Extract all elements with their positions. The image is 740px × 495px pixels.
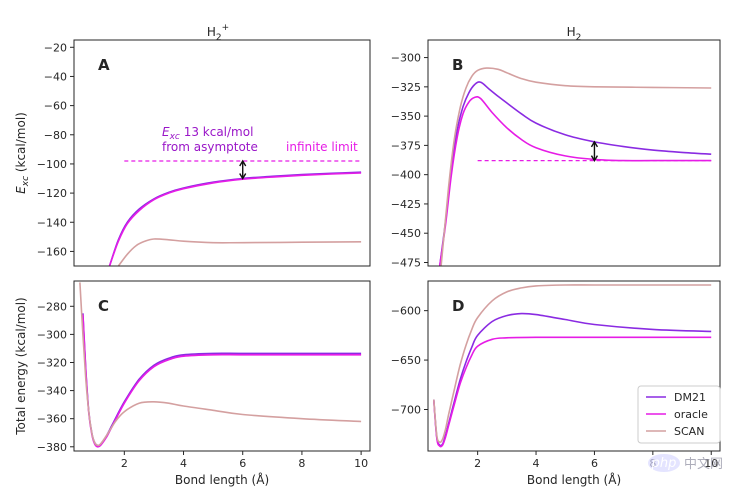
legend-box — [637, 385, 721, 444]
x-tick-label: 8 — [298, 457, 305, 470]
y-tick-label: −700 — [391, 403, 421, 416]
panel-c: −380 −360 −340 −320 −300 −280 2 4 6 8 10 C Bond leng… — [14, 280, 371, 487]
y-tick-label: −650 — [391, 354, 421, 367]
y-tick-label: −280 — [37, 300, 67, 313]
x-axis-label: Bond length (Å) — [527, 472, 621, 487]
column-title-left: H2+ — [207, 23, 229, 43]
series-line-oracle — [82, 314, 362, 448]
panel-letter: D — [452, 297, 464, 315]
y-tick-label: −600 — [391, 305, 421, 318]
x-tick-label: 2 — [474, 457, 481, 470]
y-tick-label: −375 — [391, 139, 421, 152]
y-axis-label: Exc (kcal/mol) — [14, 112, 31, 194]
x-tick-label: 4 — [533, 457, 540, 470]
y-tick-label: −325 — [391, 81, 421, 94]
column-title-right: H2 — [567, 25, 582, 43]
plot-frame — [427, 280, 721, 452]
legend-label-dm21: DM21 — [674, 391, 706, 404]
series-line-scan — [79, 282, 362, 447]
legend: DM21 oracle SCAN — [637, 385, 721, 444]
y-tick-label: −140 — [37, 216, 67, 229]
y-tick-label: −350 — [391, 110, 421, 123]
y-tick-label: −80 — [44, 129, 67, 142]
y-tick-label: −340 — [37, 385, 67, 398]
series-group — [433, 284, 712, 448]
series-line-scan — [440, 67, 712, 266]
annotation-from-asymptote: from asymptote — [162, 140, 258, 154]
y-tick-label: −425 — [391, 198, 421, 211]
panel-letter: A — [98, 56, 110, 74]
x-tick-label: 6 — [591, 457, 598, 470]
arrow-head-top — [239, 159, 247, 167]
y-tick-label: −20 — [44, 41, 67, 54]
panel-a: −160 −140 −120 −100 −80 −60 −40 −20 A Exc (kcal/m… — [14, 39, 371, 267]
plot-frame — [73, 280, 371, 452]
watermark-logo-text: php — [651, 456, 677, 471]
y-tick-label: −380 — [37, 441, 67, 454]
y-tick-label: −160 — [37, 245, 67, 258]
arrow-head-bottom — [590, 155, 599, 162]
plot-frame — [427, 39, 721, 267]
y-tick-label: −320 — [37, 356, 67, 369]
series-group — [108, 160, 362, 266]
watermark: php 中文网 — [648, 454, 723, 472]
y-tick-label: −40 — [44, 70, 67, 83]
x-axis-label: Bond length (Å) — [175, 472, 269, 487]
x-tick-label: 10 — [704, 457, 718, 470]
series-line-oracle — [433, 336, 712, 448]
y-tick-label: −300 — [391, 52, 421, 65]
y-tick-label: −475 — [391, 256, 421, 269]
legend-label-oracle: oracle — [674, 408, 708, 421]
x-tick-label: 2 — [121, 457, 128, 470]
series-line-dm21 — [108, 171, 362, 266]
series-group — [79, 282, 362, 448]
series-line-dm21 — [438, 81, 712, 266]
arrow-head-bottom — [239, 173, 247, 180]
arrow-head-top — [590, 140, 599, 148]
series-line-scan — [433, 284, 712, 444]
y-tick-label: −360 — [37, 413, 67, 426]
series-group — [438, 67, 712, 266]
y-tick-label: −100 — [37, 158, 67, 171]
plot-frame — [73, 39, 371, 267]
annotation-exc-delta: Exc 13 kcal/mol — [162, 125, 253, 142]
x-tick-label: 4 — [180, 457, 187, 470]
series-line-dm21 — [82, 313, 362, 447]
panel-b: −475 −450 −425 −400 −375 −350 −325 −300 B — [391, 39, 721, 269]
y-tick-label: −120 — [37, 187, 67, 200]
legend-label-scan: SCAN — [674, 425, 704, 438]
series-line-oracle — [108, 172, 362, 266]
annotation-infinite-limit: infinite limit — [286, 140, 358, 154]
series-line-scan — [117, 238, 362, 266]
watermark-text: 中文网 — [684, 457, 723, 472]
y-tick-label: −300 — [37, 328, 67, 341]
y-tick-label: −400 — [391, 169, 421, 182]
y-tick-label: −450 — [391, 227, 421, 240]
y-tick-label: −60 — [44, 100, 67, 113]
x-tick-label: 6 — [239, 457, 246, 470]
y-axis-label: Total energy (kcal/mol) — [14, 297, 28, 435]
watermark-logo-oval — [648, 454, 680, 472]
panel-letter: C — [98, 297, 109, 315]
panel-letter: B — [452, 56, 463, 74]
series-line-oracle — [438, 95, 712, 266]
x-tick-label: 10 — [354, 457, 368, 470]
